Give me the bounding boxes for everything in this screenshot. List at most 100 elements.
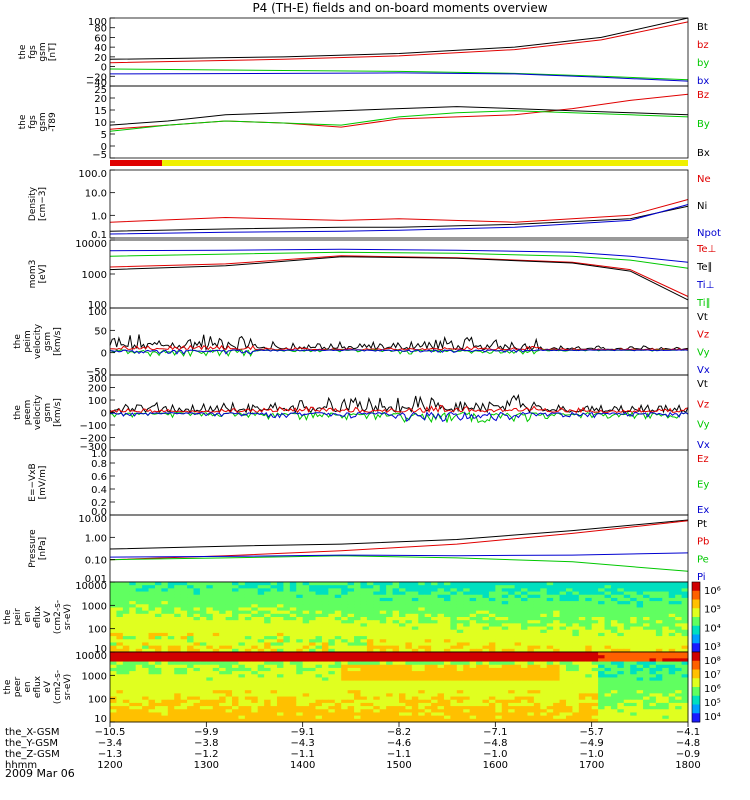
spectrogram-cell <box>212 626 220 631</box>
spectrogram-cell <box>238 648 246 653</box>
spectrogram-cell <box>553 617 561 621</box>
spectrogram-cell <box>553 677 561 682</box>
spectrogram-cell <box>437 639 445 643</box>
spectrogram-cell <box>154 664 162 669</box>
spectrogram-cell <box>251 648 259 653</box>
spectrogram-cell <box>360 623 368 628</box>
spectrogram-cell <box>219 690 227 694</box>
series-line <box>109 256 689 301</box>
spectrogram-cell <box>443 591 451 596</box>
spectrogram-cell <box>521 693 528 698</box>
spectrogram-cell <box>116 699 124 704</box>
spectrogram-cell <box>154 674 162 678</box>
spectrogram-cell <box>212 623 220 628</box>
spectrogram-cell <box>296 658 304 663</box>
spectrogram-cell <box>662 585 670 589</box>
spectrogram-cell <box>341 674 349 678</box>
spectrogram-cell <box>360 645 368 650</box>
spectrogram-cell <box>302 693 310 698</box>
spectrogram-cell <box>495 661 503 666</box>
spectrogram-cell <box>366 677 374 682</box>
spectrogram-cell <box>591 658 599 663</box>
spectrogram-cell <box>270 712 278 717</box>
spectrogram-cell <box>315 585 323 589</box>
spectrogram-cell <box>668 709 676 713</box>
spectrogram-cell <box>527 639 535 643</box>
spectrogram-cell <box>366 712 374 717</box>
spectrogram-cell <box>456 712 464 717</box>
spectrogram-cell <box>347 642 355 647</box>
spectrogram-cell <box>341 645 349 650</box>
spectrogram-cell <box>283 601 291 605</box>
spectrogram-cell <box>264 597 272 602</box>
spectrogram-cell <box>347 636 355 640</box>
legend-label: Pi <box>697 572 706 583</box>
legend-label: Npot <box>697 228 721 239</box>
spectrogram-cell <box>373 648 381 653</box>
spectrogram-cell <box>232 690 239 694</box>
spectrogram-cell <box>469 623 477 628</box>
spectrogram-cell <box>488 613 496 618</box>
spectrogram-cell <box>392 702 400 707</box>
colorbar-step <box>692 593 700 598</box>
spectrogram-cell <box>514 652 522 656</box>
spectrogram-cell <box>225 582 233 586</box>
x-tick-label: −9.9 <box>194 727 218 738</box>
spectrogram-cell <box>578 687 586 691</box>
spectrogram-cell <box>148 588 156 593</box>
spectrogram-cell <box>559 632 567 637</box>
spectrogram-cell <box>623 712 631 717</box>
spectrogram-cell <box>129 693 137 698</box>
spectrogram-cell <box>283 588 291 593</box>
spectrogram-cell <box>225 667 233 672</box>
spectrogram-cell <box>142 617 150 621</box>
spectrogram-cell <box>154 702 162 707</box>
spectrogram-cell <box>161 601 169 605</box>
spectrogram-cell <box>296 645 304 650</box>
series-line <box>109 555 689 572</box>
spectrogram-cell <box>604 636 612 640</box>
spectrogram-cell <box>610 642 618 647</box>
spectrogram-cell <box>437 712 445 717</box>
spectrogram-cell <box>675 658 683 663</box>
spectrogram-cell <box>598 664 606 669</box>
spectrogram-cell <box>508 607 516 612</box>
spectrogram-cell <box>649 696 657 701</box>
spectrogram-cell <box>591 620 599 624</box>
spectrogram-cell <box>206 690 214 694</box>
spectrogram-cell <box>443 620 451 624</box>
spectrogram-cell <box>302 687 310 691</box>
spectrogram-cell <box>219 610 227 615</box>
spectrogram-cell <box>521 690 528 694</box>
spectrogram-cell <box>386 620 394 624</box>
spectrogram-cell <box>482 664 490 669</box>
spectrogram-cell <box>565 690 573 694</box>
spectrogram-cell <box>328 591 336 596</box>
spectrogram-cell <box>399 626 406 631</box>
spectrogram-cell <box>296 687 304 691</box>
spectrogram-cell <box>167 687 175 691</box>
spectrogram-cell <box>521 585 528 589</box>
spectrogram-cell <box>225 674 233 678</box>
spectrogram-cell <box>559 636 567 640</box>
spectrogram-cell <box>187 696 194 701</box>
spectrogram-cell <box>122 696 130 701</box>
spectrogram-cell <box>476 690 483 694</box>
spectrogram-cell <box>354 601 361 605</box>
spectrogram-cell <box>559 687 567 691</box>
spectrogram-cell <box>585 652 593 656</box>
spectrogram-cell <box>437 582 445 586</box>
spectrogram-cell <box>386 642 394 647</box>
spectrogram-cell <box>257 699 265 704</box>
spectrogram-cell <box>533 667 541 672</box>
spectrogram-cell <box>578 639 586 643</box>
spectrogram-cell <box>649 680 657 685</box>
spectrogram-cell <box>180 623 188 628</box>
spectrogram-cell <box>495 626 503 631</box>
spectrogram-cell <box>315 601 323 605</box>
spectrogram-cell <box>411 690 419 694</box>
spectrogram-cell <box>482 699 490 704</box>
spectrogram-cell <box>225 604 233 608</box>
spectrogram-cell <box>668 655 676 659</box>
spectrogram-cell <box>386 623 394 628</box>
